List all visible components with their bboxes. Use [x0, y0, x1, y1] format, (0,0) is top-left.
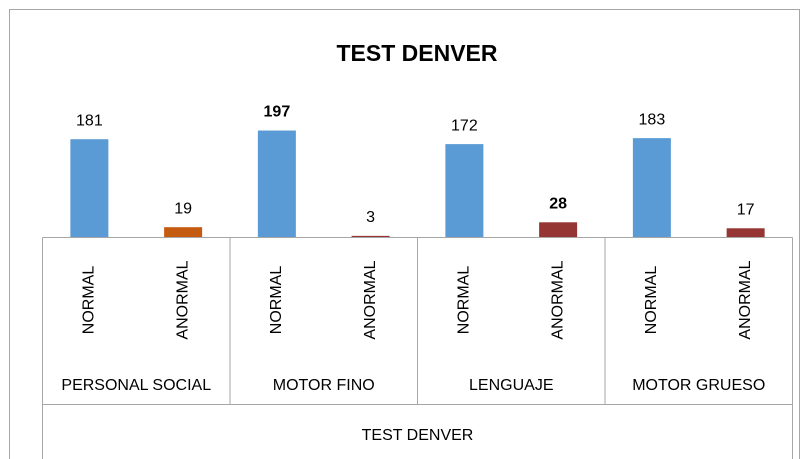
data-label: 181	[76, 112, 103, 129]
data-label: 3	[366, 209, 375, 226]
data-label: 28	[549, 196, 567, 213]
bar	[70, 139, 109, 238]
bar	[726, 228, 765, 238]
axis-label: TEST DENVER	[362, 427, 474, 444]
x-tick-label: ANORMAL	[362, 260, 379, 339]
group-label: LENGUAJE	[469, 377, 553, 394]
data-label: 17	[737, 201, 755, 218]
bar	[539, 222, 578, 238]
data-label: 172	[451, 117, 478, 134]
x-tick-label: ANORMAL	[737, 260, 754, 339]
bar	[257, 130, 296, 238]
x-tick-label: ANORMAL	[174, 260, 191, 339]
data-label: 183	[639, 111, 666, 128]
x-tick-label: NORMAL	[268, 266, 285, 335]
bar	[445, 144, 484, 238]
bar	[632, 138, 671, 238]
data-label: 19	[174, 200, 192, 217]
x-tick-label: ANORMAL	[549, 260, 566, 339]
group-label: MOTOR GRUESO	[632, 377, 765, 394]
group-label: PERSONAL SOCIAL	[61, 377, 211, 394]
x-tick-label: NORMAL	[643, 266, 660, 335]
group-label: MOTOR FINO	[273, 377, 375, 394]
x-tick-label: NORMAL	[81, 266, 98, 335]
bar	[351, 235, 390, 238]
bar	[164, 227, 203, 238]
data-label: 197	[264, 104, 291, 121]
chart-title: TEST DENVER	[336, 40, 497, 66]
x-tick-label: NORMAL	[456, 266, 473, 335]
